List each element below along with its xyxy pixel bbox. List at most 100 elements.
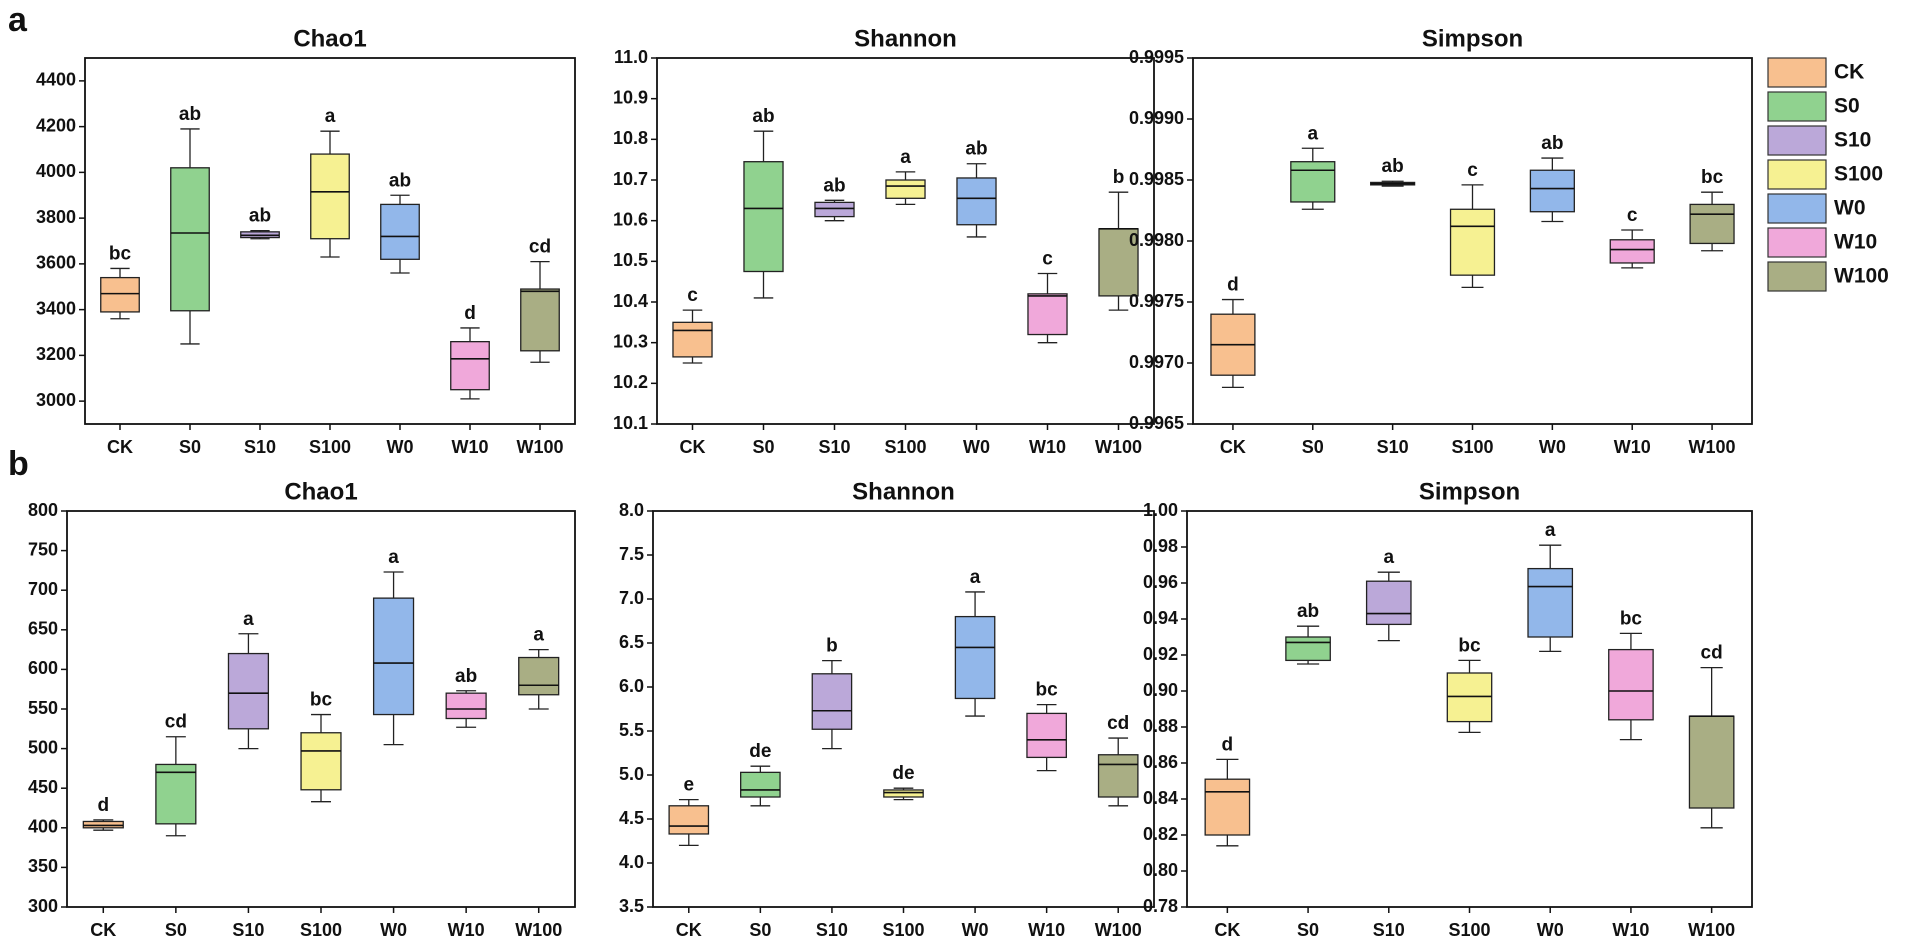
significance-letter: ab [389,170,411,191]
legend-swatch [1767,159,1827,190]
significance-letter: cd [1107,713,1129,734]
y-tick-label: 700 [28,579,58,599]
plot-frame [656,57,1155,425]
x-tick-label: CK [680,437,706,457]
y-tick-label: 6.5 [619,632,644,652]
significance-letter: a [533,625,544,646]
y-tick-label: 0.92 [1143,644,1178,664]
box [1098,228,1139,297]
box [1285,636,1331,662]
x-tick-label: S0 [752,437,774,457]
box [954,615,996,700]
significance-letter: a [243,609,254,630]
x-tick-label: W100 [515,920,562,936]
significance-letter: c [1467,160,1478,181]
legend-label: S100 [1834,163,1883,186]
y-tick-label: 10.8 [613,128,648,148]
y-tick-label: 0.9965 [1129,413,1184,433]
y-tick-label: 8.0 [619,500,644,520]
legend-swatch [1767,227,1827,258]
legend-swatch [1767,57,1827,88]
box [1688,715,1735,809]
y-tick-label: 750 [28,539,58,559]
legend-label: W100 [1834,265,1889,288]
y-tick-label: 800 [28,500,58,520]
significance-letter: ab [965,139,987,160]
y-tick-label: 4000 [36,161,76,181]
box [372,597,415,716]
y-tick-label: 3000 [36,390,76,410]
significance-letter: ab [455,666,477,687]
y-tick-label: 10.2 [613,372,648,392]
x-tick-label: W100 [1095,437,1142,457]
y-tick-label: 500 [28,737,58,757]
significance-letter: a [900,147,911,168]
legend-label: W0 [1834,197,1866,220]
y-tick-label: 1.00 [1143,500,1178,520]
box [1027,293,1068,336]
x-tick-label: W0 [1539,437,1566,457]
significance-letter: ab [249,206,271,227]
box [170,167,210,312]
significance-letter: a [1383,547,1394,568]
chart-title: Shannon [854,25,957,52]
y-tick-label: 10.9 [613,87,648,107]
significance-letter: de [749,741,771,762]
panel-label: b [8,445,29,483]
x-tick-label: W100 [1688,920,1735,936]
box [310,153,350,240]
legend-label: S0 [1834,95,1860,118]
x-tick-label: S100 [309,437,351,457]
significance-letter: ab [752,106,774,127]
x-tick-label: W10 [1029,437,1066,457]
plot-frame [1186,510,1753,908]
significance-letter: ab [1382,156,1404,177]
x-tick-label: CK [1220,437,1246,457]
legend-swatch [1767,125,1827,156]
x-tick-label: W100 [1689,437,1736,457]
y-tick-label: 0.82 [1143,824,1178,844]
x-tick-label: CK [1214,920,1240,936]
box [300,732,342,791]
y-tick-label: 650 [28,619,58,639]
x-tick-label: W10 [1028,920,1065,936]
y-tick-label: 350 [28,856,58,876]
y-tick-label: 0.84 [1143,788,1178,808]
box [1290,161,1336,203]
box [518,656,560,696]
x-tick-label: S10 [232,920,264,936]
y-tick-label: 5.0 [619,764,644,784]
box [668,805,710,835]
box [1527,567,1574,638]
x-tick-label: S0 [165,920,187,936]
y-tick-label: 10.5 [613,250,648,270]
significance-letter: bc [1458,635,1481,656]
x-tick-label: CK [90,920,116,936]
y-tick-label: 7.5 [619,544,644,564]
box [1608,648,1654,721]
significance-letter: bc [1701,167,1724,188]
significance-letter: cd [529,237,551,258]
significance-letter: d [97,795,109,816]
x-tick-label: W0 [963,437,990,457]
y-tick-label: 0.96 [1143,572,1178,592]
plot-frame [652,510,1155,908]
significance-letter: d [464,303,476,324]
box [1097,754,1139,798]
y-tick-label: 10.3 [613,331,648,351]
plot-frame [1192,57,1753,425]
significance-letter: b [1113,167,1125,188]
significance-letter: e [683,775,694,796]
x-tick-label: S0 [179,437,201,457]
y-tick-label: 450 [28,777,58,797]
x-tick-label: S10 [244,437,276,457]
x-tick-label: W100 [516,437,563,457]
x-tick-label: S10 [1377,437,1409,457]
y-tick-label: 10.4 [613,291,648,311]
significance-letter: a [970,567,981,588]
significance-letter: b [826,636,838,657]
legend-swatch [1767,193,1827,224]
significance-letter: bc [1036,680,1059,701]
x-tick-label: W0 [962,920,989,936]
